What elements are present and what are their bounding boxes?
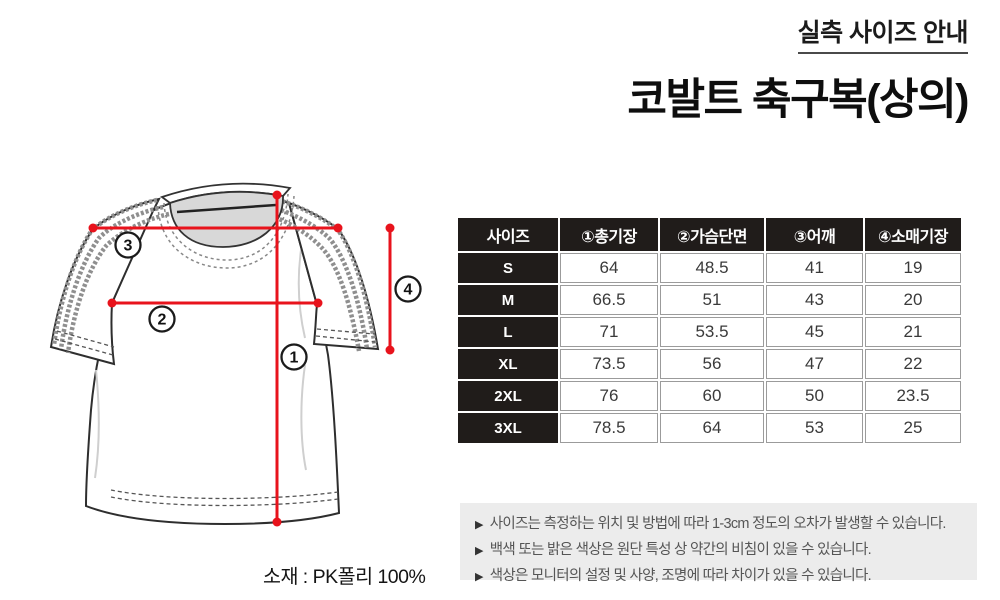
- measurement-value: 53.5: [660, 317, 764, 347]
- marker-4: 4: [404, 282, 413, 299]
- triangle-bullet-icon: ▶: [475, 571, 483, 583]
- measurement-value: 25: [865, 413, 961, 443]
- measurement-value: 20: [865, 285, 961, 315]
- page-title: 코발트 축구복(상의): [627, 76, 969, 124]
- marker-1: 1: [290, 350, 299, 367]
- header: 실측 사이즈 안내 코발트 축구복(상의): [627, 13, 969, 127]
- size-label: M: [458, 285, 558, 315]
- note-item: ▶ 백색 또는 밝은 색상은 원단 특성 상 약간의 비침이 있을 수 있습니다…: [475, 538, 967, 564]
- table-row: L 71 53.5 45 21: [458, 317, 961, 347]
- triangle-bullet-icon: ▶: [475, 519, 483, 531]
- measurement-value: 71: [560, 317, 658, 347]
- table-row: S 64 48.5 41 19: [458, 253, 961, 283]
- note-text: 색상은 모니터의 설정 및 사양, 조명에 따라 차이가 있을 수 있습니다.: [489, 568, 872, 584]
- measurement-value: 50: [766, 381, 863, 411]
- note-text: 사이즈는 측정하는 위치 및 방법에 따라 1-3cm 정도의 오차가 발생할 …: [489, 516, 947, 532]
- table-row: 2XL 76 60 50 23.5: [458, 381, 961, 411]
- measurement-value: 64: [660, 413, 764, 443]
- measurement-value: 56: [660, 349, 764, 379]
- note-text: 백색 또는 밝은 색상은 원단 특성 상 약간의 비침이 있을 수 있습니다.: [489, 542, 872, 558]
- measurement-value: 66.5: [560, 285, 658, 315]
- measurement-value: 22: [865, 349, 961, 379]
- column-header-shoulder: ③어깨: [766, 218, 863, 251]
- column-header-chest: ②가슴단면: [660, 218, 764, 251]
- notes-box: ▶ 사이즈는 측정하는 위치 및 방법에 따라 1-3cm 정도의 오차가 발생…: [460, 503, 977, 584]
- measurement-value: 76: [560, 381, 658, 411]
- size-label: 2XL: [458, 381, 558, 411]
- measurement-value: 21: [865, 317, 961, 347]
- measurement-markers: 3 2 1 4: [114, 231, 422, 371]
- measurement-value: 60: [660, 381, 764, 411]
- measurement-value: 23.5: [865, 381, 961, 411]
- marker-3: 3: [124, 238, 133, 255]
- measurement-value: 53: [766, 413, 863, 443]
- note-item: ▶ 색상은 모니터의 설정 및 사양, 조명에 따라 차이가 있을 수 있습니다…: [475, 564, 967, 590]
- measurement-value: 78.5: [560, 413, 658, 443]
- marker-2: 2: [158, 312, 167, 329]
- measurement-value: 73.5: [560, 349, 658, 379]
- measurement-lines: [88, 190, 395, 527]
- size-table-header-row: 사이즈 ①총기장 ②가슴단면 ③어깨 ④소매기장: [458, 218, 961, 251]
- hem-stitch-lines: [110, 489, 339, 507]
- size-table-container: 사이즈 ①총기장 ②가슴단면 ③어깨 ④소매기장 S 64 48.5 41 19…: [456, 216, 963, 445]
- measurement-value: 48.5: [660, 253, 764, 283]
- column-header-size: 사이즈: [458, 218, 558, 251]
- collar: [157, 182, 295, 269]
- note-item: ▶ 사이즈는 측정하는 위치 및 방법에 따라 1-3cm 정도의 오차가 발생…: [475, 512, 967, 538]
- page-subtitle: 실측 사이즈 안내: [797, 13, 969, 54]
- table-row: XL 73.5 56 47 22: [458, 349, 961, 379]
- material-label: 소재 : PK폴리 100%: [263, 566, 426, 588]
- size-label: L: [458, 317, 558, 347]
- triangle-bullet-icon: ▶: [475, 545, 483, 557]
- measurement-value: 64: [560, 253, 658, 283]
- size-table: 사이즈 ①총기장 ②가슴단면 ③어깨 ④소매기장 S 64 48.5 41 19…: [456, 216, 963, 445]
- table-row: 3XL 78.5 64 53 25: [458, 413, 961, 443]
- cuff-stitch-lines: [54, 328, 376, 356]
- size-label: S: [458, 253, 558, 283]
- measurement-value: 45: [766, 317, 863, 347]
- size-label: XL: [458, 349, 558, 379]
- measurement-value: 19: [865, 253, 961, 283]
- column-header-length: ①총기장: [560, 218, 658, 251]
- measurement-value: 51: [660, 285, 764, 315]
- table-row: M 66.5 51 43 20: [458, 285, 961, 315]
- measurement-value: 47: [766, 349, 863, 379]
- measurement-value: 43: [766, 285, 863, 315]
- size-label: 3XL: [458, 413, 558, 443]
- measurement-value: 41: [766, 253, 863, 283]
- column-header-sleeve: ④소매기장: [865, 218, 961, 251]
